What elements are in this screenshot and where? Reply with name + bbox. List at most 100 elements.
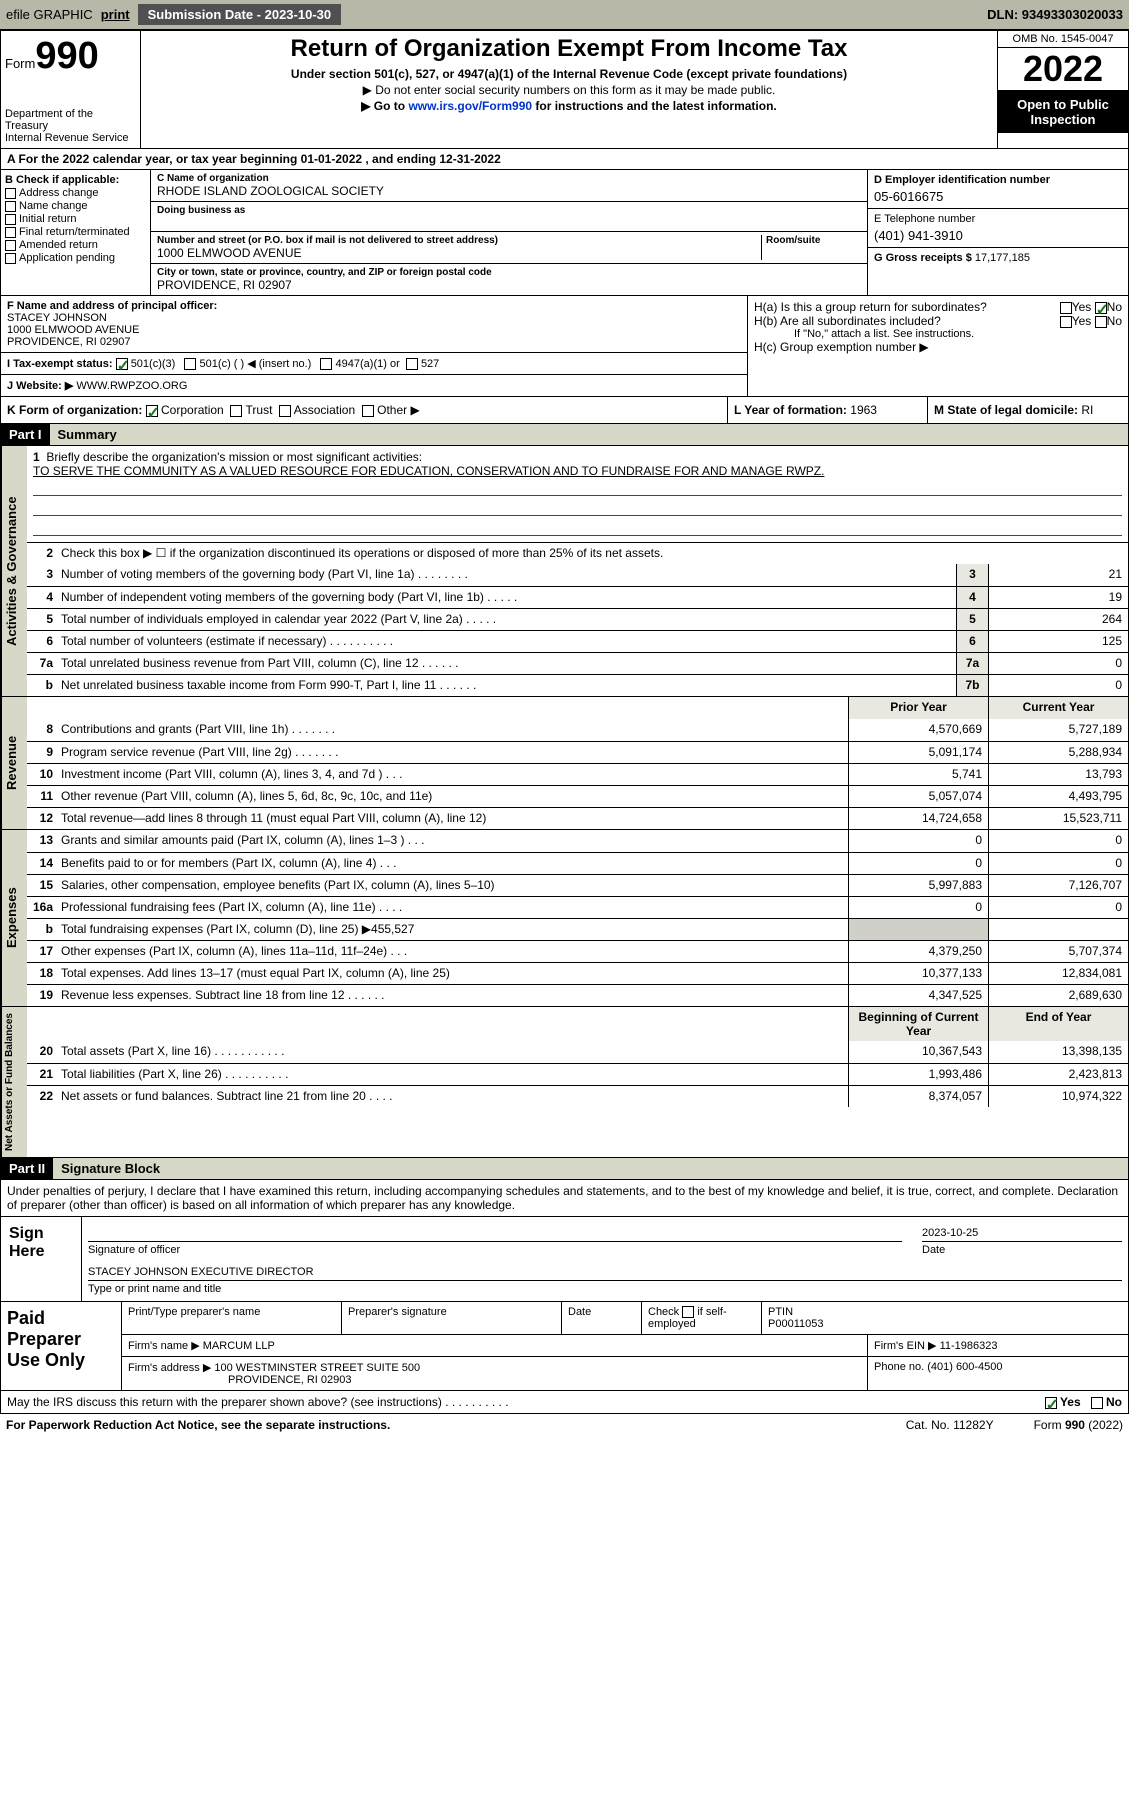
ein-label: D Employer identification number: [874, 174, 1050, 186]
phone-label: E Telephone number: [874, 213, 975, 225]
firm-addr: Firm's address ▶ 100 WESTMINSTER STREET …: [122, 1357, 868, 1390]
chk-amended[interactable]: Amended return: [5, 239, 146, 251]
state-domicile: M State of legal domicile: RI: [928, 397, 1128, 423]
form-year-block: OMB No. 1545-0047 2022 Open to Public In…: [998, 31, 1128, 148]
hdr-beg: Beginning of Current Year: [848, 1007, 988, 1041]
dept-label: Department of the Treasury Internal Reve…: [5, 108, 136, 144]
table-row: 12Total revenue—add lines 8 through 11 (…: [27, 807, 1128, 829]
col-b-checkboxes: B Check if applicable: Address change Na…: [1, 170, 151, 295]
ein-value: 05-6016675: [874, 189, 1122, 204]
part2-title: Signature Block: [53, 1158, 1128, 1179]
hb-note: If "No," attach a list. See instructions…: [754, 328, 1122, 340]
chk-address-change[interactable]: Address change: [5, 187, 146, 199]
chk-501c[interactable]: [184, 358, 196, 370]
chk-4947[interactable]: [320, 358, 332, 370]
table-row: 21Total liabilities (Part X, line 26) . …: [27, 1063, 1128, 1085]
mission-text: TO SERVE THE COMMUNITY AS A VALUED RESOU…: [33, 464, 1122, 478]
chk-selfemp[interactable]: [682, 1306, 694, 1318]
ssn-warning: ▶ Do not enter social security numbers o…: [149, 83, 989, 97]
chk-app-pending[interactable]: Application pending: [5, 252, 146, 264]
print-link[interactable]: print: [101, 7, 130, 22]
section-netassets: Net Assets or Fund Balances Beginning of…: [0, 1007, 1129, 1158]
website-value: WWW.RWPZOO.ORG: [76, 380, 187, 392]
officer-name: STACEY JOHNSON: [7, 312, 107, 324]
omb-number: OMB No. 1545-0047: [998, 31, 1128, 48]
section-expenses: Expenses 13Grants and similar amounts pa…: [0, 830, 1129, 1007]
discuss-yes[interactable]: [1045, 1397, 1057, 1409]
efile-label: efile GRAPHIC: [6, 7, 93, 22]
row-klm: K Form of organization: Corporation Trus…: [0, 397, 1129, 424]
prep-h3: Date: [562, 1302, 642, 1334]
officer-label: F Name and address of principal officer:: [7, 300, 217, 312]
addr-value: 1000 ELMWOOD AVENUE: [157, 246, 761, 260]
form-number: 990: [35, 35, 98, 77]
table-row: 7aTotal unrelated business revenue from …: [27, 652, 1128, 674]
paperwork-notice: For Paperwork Reduction Act Notice, see …: [6, 1418, 390, 1432]
blank-line: [33, 520, 1122, 536]
preparer-label: Paid Preparer Use Only: [1, 1302, 121, 1390]
table-row: 16aProfessional fundraising fees (Part I…: [27, 896, 1128, 918]
chk-527[interactable]: [406, 358, 418, 370]
table-row: 18Total expenses. Add lines 13–17 (must …: [27, 962, 1128, 984]
col-c-org-info: C Name of organization RHODE ISLAND ZOOL…: [151, 170, 868, 295]
dba-label: Doing business as: [157, 205, 861, 216]
room-label: Room/suite: [766, 235, 861, 246]
section-revenue: Revenue Prior YearCurrent Year 8Contribu…: [0, 697, 1129, 830]
chk-501c3[interactable]: [116, 358, 128, 370]
l1-label: Briefly describe the organization's miss…: [46, 450, 422, 464]
chk-other[interactable]: [362, 405, 374, 417]
sig-name: STACEY JOHNSON EXECUTIVE DIRECTOR: [88, 1264, 1122, 1281]
public-inspection: Open to Public Inspection: [998, 91, 1128, 133]
city-label: City or town, state or province, country…: [157, 267, 861, 278]
table-row: 9Program service revenue (Part VIII, lin…: [27, 741, 1128, 763]
top-bar: efile GRAPHIC print Submission Date - 20…: [0, 0, 1129, 30]
prep-h1: Print/Type preparer's name: [122, 1302, 342, 1334]
row-a-tax-year: A For the 2022 calendar year, or tax yea…: [0, 149, 1129, 170]
block-fh: F Name and address of principal officer:…: [0, 296, 1129, 397]
ha-no[interactable]: [1095, 302, 1107, 314]
part1-title: Summary: [50, 424, 1128, 445]
blank-line: [33, 500, 1122, 516]
chk-name-change[interactable]: Name change: [5, 200, 146, 212]
chk-trust[interactable]: [230, 405, 242, 417]
discuss-row: May the IRS discuss this return with the…: [0, 1391, 1129, 1414]
hdr-curr: Current Year: [988, 697, 1128, 719]
table-row: bNet unrelated business taxable income f…: [27, 674, 1128, 696]
goto-line: ▶ Go to www.irs.gov/Form990 for instruct…: [149, 99, 989, 113]
l2-text: Check this box ▶ ☐ if the organization d…: [57, 543, 1128, 564]
section-governance: Activities & Governance 1 Briefly descri…: [0, 446, 1129, 697]
gross-label: G Gross receipts $: [874, 252, 972, 264]
vlabel-exp: Expenses: [1, 830, 27, 1006]
firm-ein: Firm's EIN ▶ 11-1986323: [868, 1335, 1128, 1356]
signature-block: Under penalties of perjury, I declare th…: [0, 1180, 1129, 1302]
hc-row: H(c) Group exemption number ▶: [754, 340, 1122, 354]
ha-row: H(a) Is this a group return for subordin…: [754, 300, 1122, 314]
ha-yes[interactable]: [1060, 302, 1072, 314]
city-value: PROVIDENCE, RI 02907: [157, 278, 861, 292]
table-row: 10Investment income (Part VIII, column (…: [27, 763, 1128, 785]
phone-value: (401) 941-3910: [874, 228, 1122, 243]
form-word: Form: [5, 56, 35, 71]
hdr-prior: Prior Year: [848, 697, 988, 719]
tax-status-label: I Tax-exempt status:: [7, 358, 113, 370]
chk-initial-return[interactable]: Initial return: [5, 213, 146, 225]
table-row: 20Total assets (Part X, line 16) . . . .…: [27, 1041, 1128, 1063]
sig-name-label: Type or print name and title: [88, 1283, 1122, 1295]
form-header: Form990 Department of the Treasury Inter…: [0, 30, 1129, 149]
chk-assoc[interactable]: [279, 405, 291, 417]
firm-phone: Phone no. (401) 600-4500: [868, 1357, 1128, 1390]
submission-date-button[interactable]: Submission Date - 2023-10-30: [138, 4, 342, 25]
form-subtitle: Under section 501(c), 527, or 4947(a)(1)…: [149, 67, 989, 81]
footer-line: For Paperwork Reduction Act Notice, see …: [0, 1414, 1129, 1436]
sig-date: 2023-10-25: [922, 1225, 1122, 1242]
part2-num: Part II: [1, 1158, 53, 1179]
col-h-group: H(a) Is this a group return for subordin…: [748, 296, 1128, 396]
year-formation: L Year of formation: 1963: [728, 397, 928, 423]
irs-link[interactable]: www.irs.gov/Form990: [408, 99, 532, 113]
table-row: 22Net assets or fund balances. Subtract …: [27, 1085, 1128, 1107]
chk-final-return[interactable]: Final return/terminated: [5, 226, 146, 238]
form-of-org: K Form of organization: Corporation Trus…: [1, 397, 728, 423]
discuss-no[interactable]: [1091, 1397, 1103, 1409]
chk-corp[interactable]: [146, 405, 158, 417]
hb-yes[interactable]: [1060, 316, 1072, 328]
